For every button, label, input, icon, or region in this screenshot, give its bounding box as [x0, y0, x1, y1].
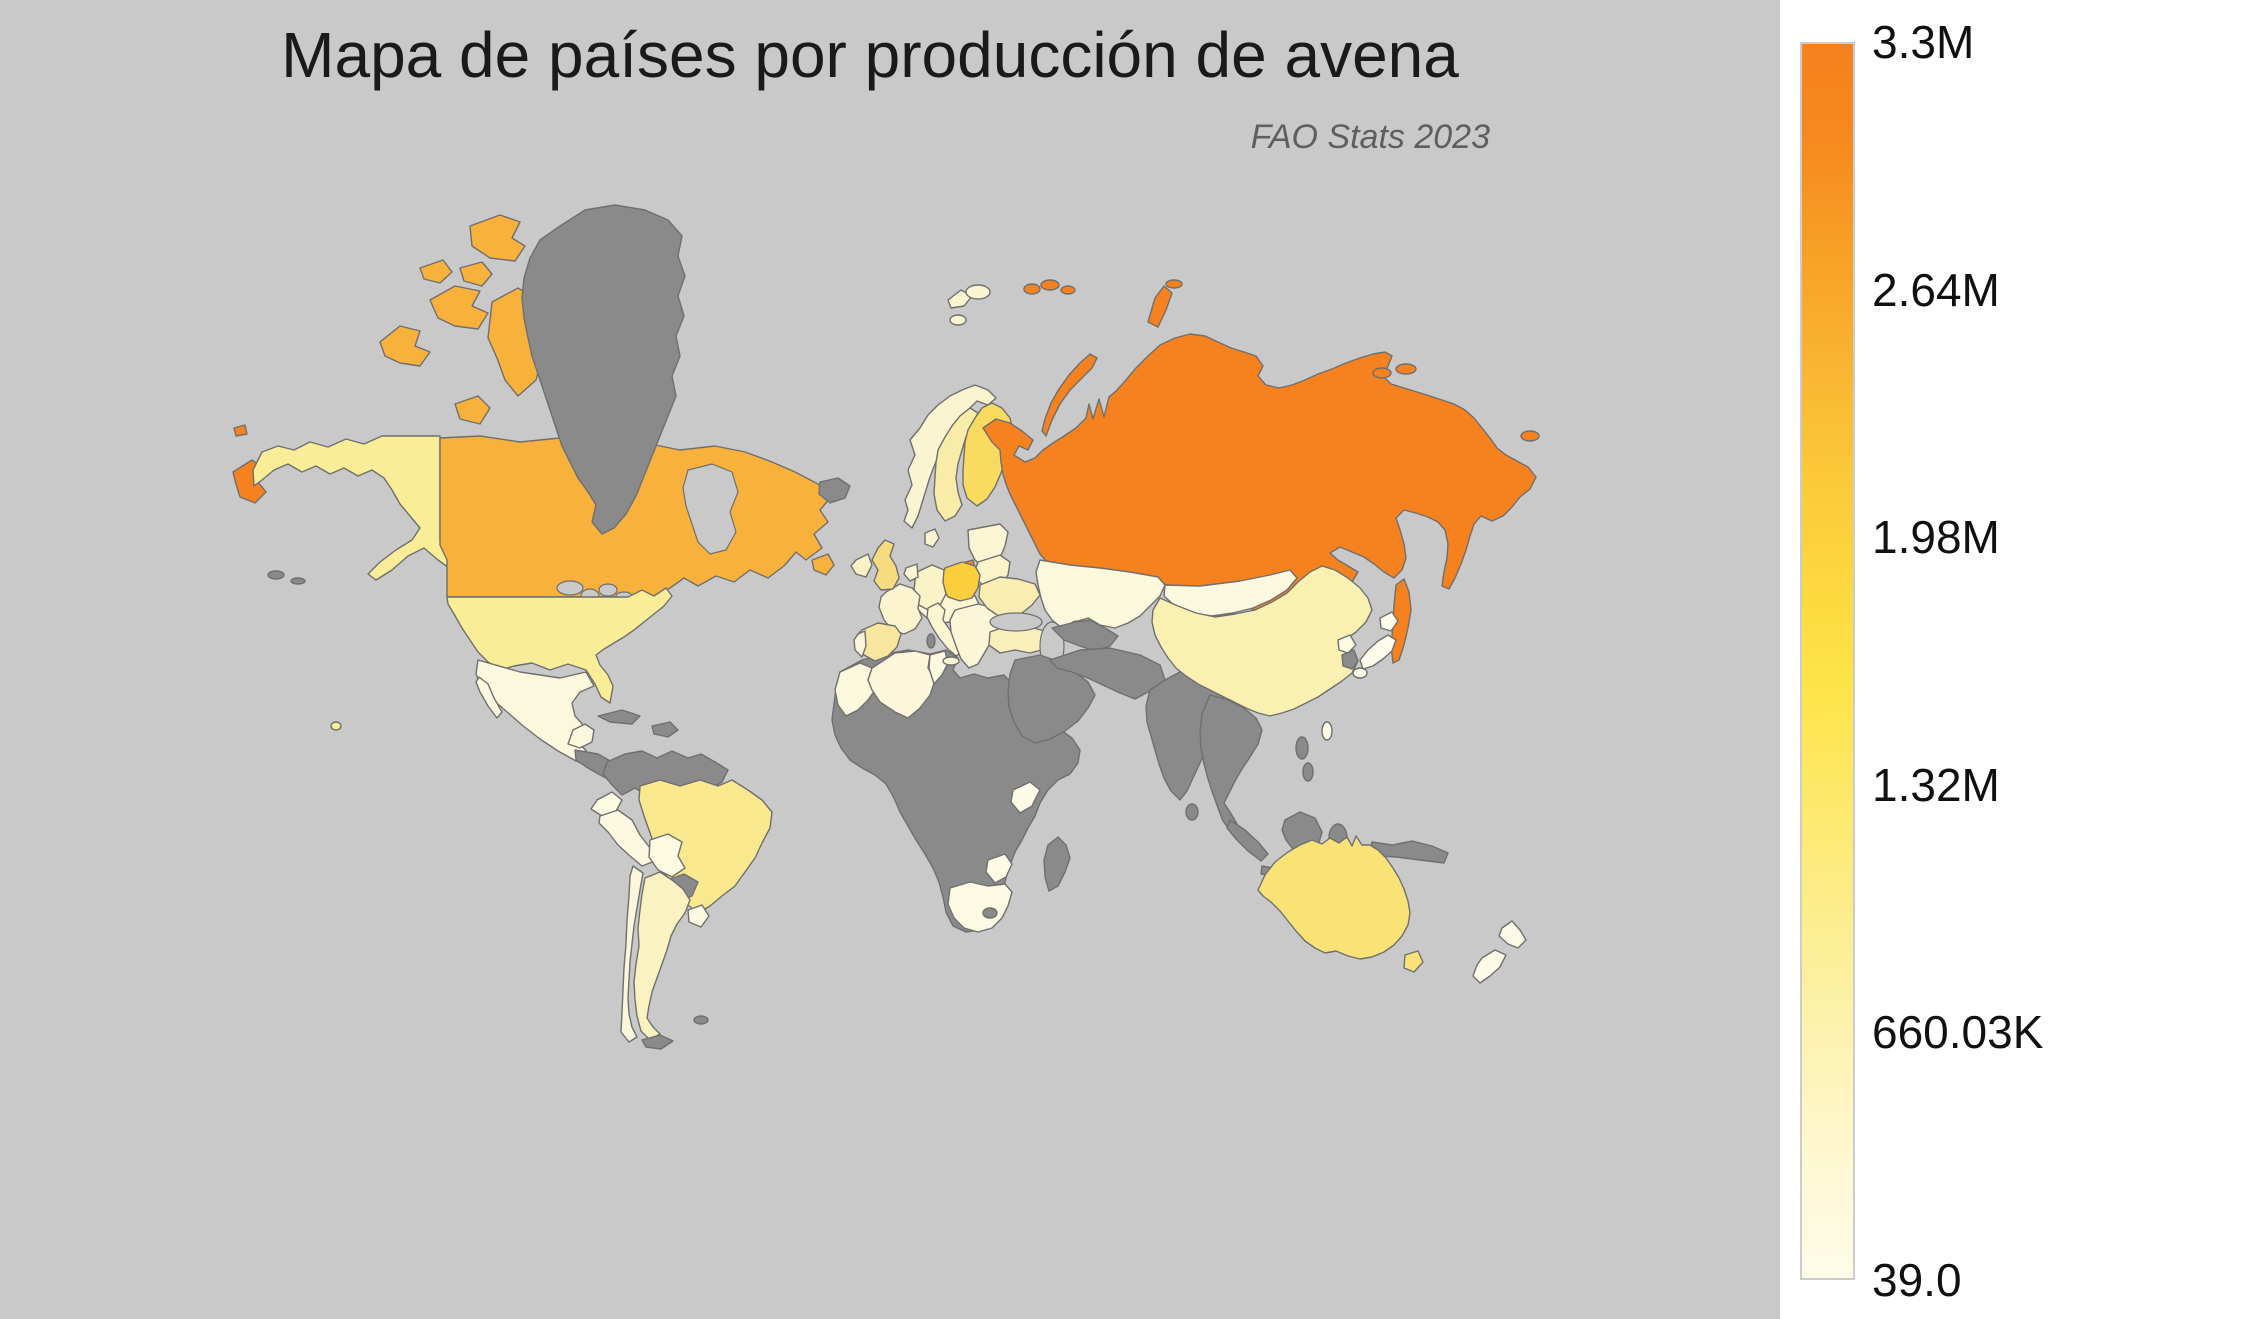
country-morocco[interactable]: [834, 662, 876, 717]
iran-pakistan-afghanistan[interactable]: [1049, 647, 1166, 700]
world-map: [232, 204, 1540, 1050]
country-algeria[interactable]: [867, 650, 936, 719]
tierra-del-fuego: [641, 1034, 674, 1050]
country-portugal[interactable]: [853, 630, 867, 658]
country-australia-tasmania[interactable]: [1403, 950, 1424, 973]
country-canada-island-parry[interactable]: [419, 259, 453, 284]
central-asia-no-data[interactable]: [1051, 619, 1119, 652]
legend-panel: 3.3M 2.64M 1.98M 1.32M 660.03K 39.0: [1780, 0, 2268, 1319]
country-benelux: [903, 563, 919, 582]
page-title: Mapa de países por producción de avena: [281, 19, 1459, 91]
country-south-africa[interactable]: [947, 881, 1013, 933]
legend-tick: 1.98M: [1872, 511, 2000, 564]
russia-franz-josef-3: [1060, 285, 1076, 295]
legend-tick: 2.64M: [1872, 263, 2000, 316]
country-russia-chukotka-west2[interactable]: [233, 424, 248, 437]
country-hispaniola[interactable]: [651, 721, 679, 738]
indochina[interactable]: [1199, 694, 1263, 833]
country-lesotho: [982, 907, 998, 919]
country-canada-island-southampton[interactable]: [454, 395, 491, 425]
country-bolivia[interactable]: [648, 833, 686, 878]
country-china[interactable]: [1151, 565, 1373, 717]
russia-severnaya-2: [1165, 279, 1183, 289]
country-peru[interactable]: [598, 809, 656, 867]
country-madagascar[interactable]: [1043, 836, 1071, 892]
country-usa-alaska[interactable]: [252, 435, 459, 581]
falkland-islands: [693, 1015, 709, 1025]
russia-franz-josef-1: [1023, 283, 1041, 295]
great-lake-huron: [598, 583, 618, 597]
russia-new-siberian-2: [1395, 363, 1417, 375]
country-north-korea[interactable]: [1337, 634, 1357, 654]
russia-wrangel: [1520, 430, 1540, 442]
country-norway[interactable]: [903, 384, 997, 529]
legend-tick-labels: 3.3M 2.64M 1.98M 1.32M 660.03K 39.0: [1872, 16, 2252, 1306]
country-usa-hawaii[interactable]: [330, 721, 342, 731]
indonesia-sumatra[interactable]: [1226, 819, 1269, 862]
legend-colorbar: [1800, 42, 1855, 1280]
country-france[interactable]: [878, 583, 923, 635]
aleutian-islands-2: [290, 577, 306, 585]
philippines-2: [1302, 762, 1314, 782]
black-sea: [989, 612, 1043, 632]
country-japan-kyushu: [1352, 667, 1368, 679]
country-uruguay[interactable]: [687, 904, 710, 928]
island-sardinia: [926, 633, 936, 649]
russia-novaya-zemlya: [1041, 353, 1098, 437]
hudson-bay: [682, 463, 739, 555]
country-kenya[interactable]: [1010, 781, 1041, 814]
country-ukraine[interactable]: [978, 576, 1041, 619]
country-sri-lanka: [1185, 803, 1199, 821]
country-poland[interactable]: [940, 561, 981, 602]
russia-franz-josef-2: [1040, 279, 1060, 291]
country-new-zealand-south[interactable]: [1472, 949, 1507, 984]
legend-tick: 39.0: [1872, 1254, 1962, 1306]
country-taiwan: [1321, 721, 1333, 741]
country-canada-island-banks[interactable]: [379, 325, 431, 367]
country-greenland[interactable]: [521, 204, 686, 535]
country-canada-island-victoria[interactable]: [429, 285, 489, 330]
russia-severnaya-zemlya: [1147, 285, 1173, 328]
country-kazakhstan[interactable]: [1035, 559, 1166, 629]
country-zimbabwe[interactable]: [985, 853, 1013, 884]
country-canada-newfoundland[interactable]: [811, 553, 835, 576]
legend-tick: 3.3M: [1872, 16, 1975, 68]
country-south-korea[interactable]: [1341, 649, 1359, 670]
country-canada-island-devon[interactable]: [459, 261, 493, 287]
philippines-1: [1295, 736, 1309, 760]
country-uk[interactable]: [871, 539, 900, 591]
country-svalbard-3: [949, 314, 967, 326]
country-sweden[interactable]: [933, 407, 979, 522]
country-argentina[interactable]: [633, 871, 691, 1041]
country-japan-honshu[interactable]: [1359, 634, 1397, 670]
country-ireland[interactable]: [850, 553, 873, 578]
country-cuba[interactable]: [597, 709, 641, 725]
country-iceland[interactable]: [818, 477, 851, 504]
map-subtitle: FAO Stats 2023: [1250, 118, 1490, 156]
country-svalbard-2: [965, 284, 991, 300]
country-new-zealand-north[interactable]: [1498, 920, 1527, 949]
aleutian-islands: [267, 570, 285, 580]
country-australia[interactable]: [1257, 835, 1411, 960]
country-japan-hokkaido[interactable]: [1379, 611, 1399, 632]
country-mexico-baja[interactable]: [475, 676, 503, 719]
legend-tick: 1.32M: [1872, 758, 2000, 811]
map-canvas: Mapa de países por producción de avena F…: [0, 0, 1780, 1319]
country-denmark[interactable]: [924, 528, 940, 548]
country-usa[interactable]: [446, 587, 673, 704]
great-lake-superior: [556, 580, 584, 596]
legend-tick: 660.03K: [1872, 1006, 2044, 1059]
russia-new-siberian-1: [1372, 367, 1392, 379]
country-italy-sicily: [942, 656, 960, 666]
country-chile[interactable]: [620, 865, 644, 1043]
country-mexico-yucatan[interactable]: [567, 723, 595, 749]
country-canada-island-ellesmere[interactable]: [469, 214, 526, 262]
